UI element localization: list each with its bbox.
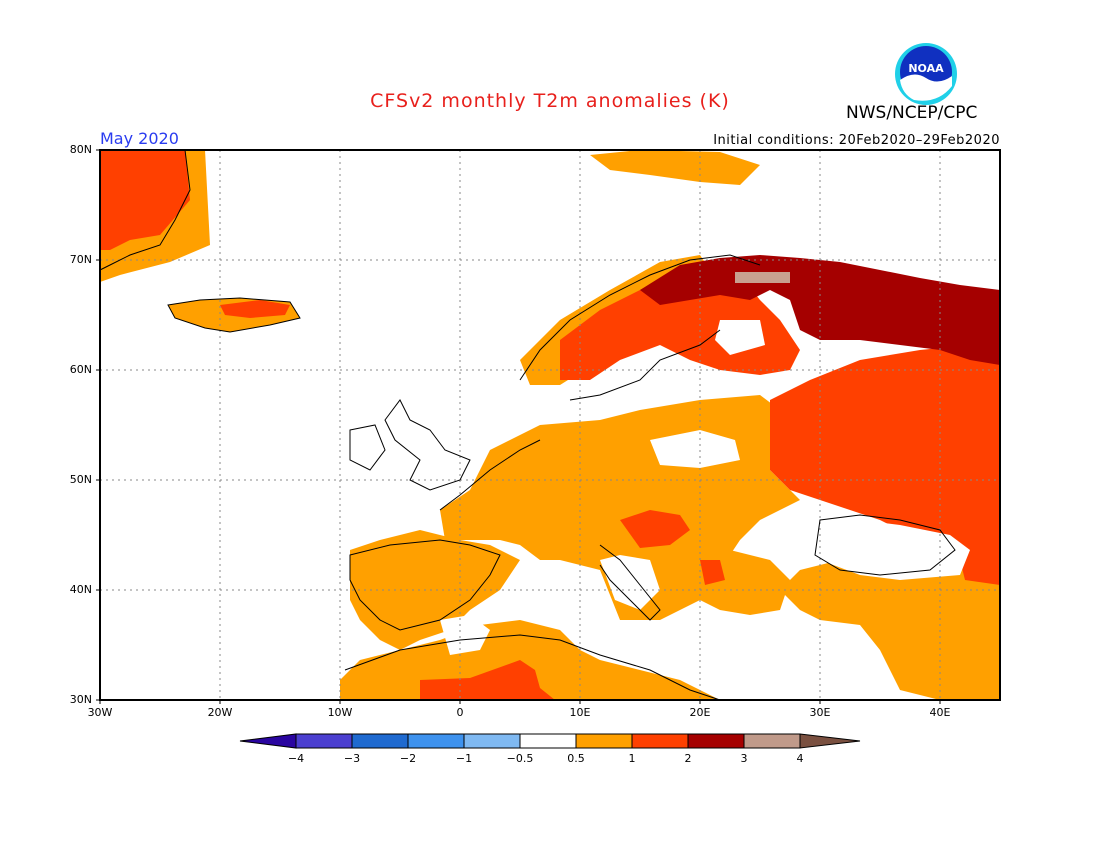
colorbar-label: −1 xyxy=(455,752,473,765)
colorbar-label: −2 xyxy=(399,752,417,765)
colorbar-label: 2 xyxy=(684,752,692,765)
lon-label-40e: 40E xyxy=(929,706,951,719)
lat-label-70n: 70N xyxy=(69,253,92,266)
colorbar-bin xyxy=(743,733,801,749)
valid-month-label: May 2020 xyxy=(100,129,179,148)
strong-warm-regions xyxy=(640,255,1000,365)
lon-label-0: 0 xyxy=(456,706,464,719)
coastlines xyxy=(99,149,956,701)
colorbar-bin xyxy=(687,733,745,749)
lon-label-10e: 10E xyxy=(569,706,591,719)
agency-label: NWS/NCEP/CPC xyxy=(846,103,978,123)
colorbar-bin xyxy=(295,733,353,749)
map-title: CFSv2 monthly T2m anomalies (K) xyxy=(370,90,730,112)
colorbar-bin xyxy=(631,733,689,749)
colorbar-label: 3 xyxy=(740,752,748,765)
lon-label-10w: 10W xyxy=(327,706,353,719)
noaa-logo: NOAA xyxy=(894,42,958,106)
colorbar-bin xyxy=(407,733,465,749)
colorbar-bin xyxy=(351,733,409,749)
lon-label-20e: 20E xyxy=(689,706,711,719)
colorbar xyxy=(239,733,861,749)
colorbar-low-arrow xyxy=(239,733,297,749)
colorbar-label: −3 xyxy=(343,752,361,765)
lat-label-60n: 60N xyxy=(69,363,92,376)
colorbar-label: 1 xyxy=(628,752,636,765)
colorbar-bin xyxy=(519,733,577,749)
tick-marks xyxy=(96,149,941,704)
graticule xyxy=(100,150,1000,700)
map-frame xyxy=(99,149,1001,701)
colorbar-label: −0.5 xyxy=(506,752,534,765)
colorbar-high-arrow xyxy=(799,733,861,749)
very-strong-warm-regions xyxy=(735,272,790,283)
lat-label-30n: 30N xyxy=(69,693,92,706)
colorbar-bin xyxy=(463,733,521,749)
lat-label-40n: 40N xyxy=(69,583,92,596)
colorbar-label: 0.5 xyxy=(567,752,585,765)
lat-label-50n: 50N xyxy=(69,473,92,486)
lon-label-20w: 20W xyxy=(207,706,233,719)
colorbar-label: 4 xyxy=(796,752,804,765)
lon-label-30w: 30W xyxy=(87,706,113,719)
initial-conditions-label: Initial conditions: 20Feb2020–29Feb2020 xyxy=(713,133,1000,148)
lon-label-30e: 30E xyxy=(809,706,831,719)
colorbar-label: −4 xyxy=(287,752,305,765)
lat-label-80n: 80N xyxy=(69,143,92,156)
colorbar-bin xyxy=(575,733,633,749)
logo-text: NOAA xyxy=(908,62,944,75)
near-normal-regions xyxy=(440,320,970,655)
